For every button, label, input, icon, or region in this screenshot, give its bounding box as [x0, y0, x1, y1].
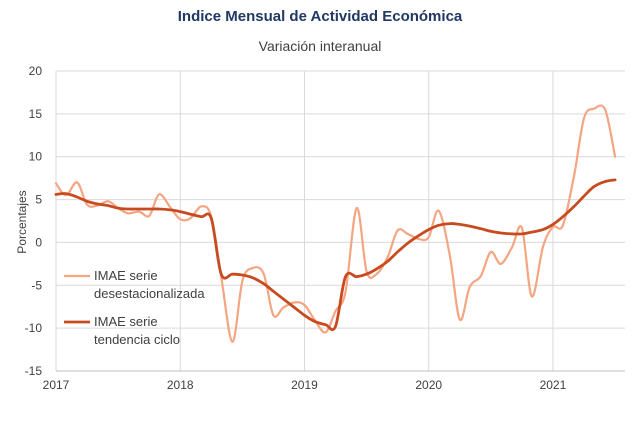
chart-subtitle: Variación interanual: [258, 38, 382, 54]
y-tick-label: 5: [35, 193, 42, 207]
y-tick-label: 10: [29, 150, 43, 164]
grid-lines: [55, 70, 625, 372]
x-tick-label: 2019: [291, 378, 318, 392]
series-lines: [54, 104, 617, 344]
y-tick-label: 0: [35, 235, 42, 249]
x-tick-label: 2020: [415, 378, 442, 392]
y-tick-label: 20: [29, 64, 43, 78]
legend-label: IMAE serie: [94, 268, 158, 283]
y-tick-label: 15: [29, 107, 43, 121]
y-tick-label: -15: [25, 364, 43, 378]
series-line-tendencia-ciclo: [54, 178, 617, 332]
legend-label: IMAE serie: [94, 314, 158, 329]
x-tick-label: 2018: [167, 378, 194, 392]
legend-label: tendencia ciclo: [94, 332, 180, 347]
y-tick-label: -10: [25, 321, 43, 335]
x-tick-label: 2017: [43, 378, 70, 392]
legend-label: desestacionalizada: [94, 286, 205, 301]
chart-title: Indice Mensual de Actividad Económica: [177, 8, 463, 25]
legend: IMAE serie desestacionalizada IMAE serie te…: [64, 268, 205, 347]
y-tick-labels: -15 -10 -5 0 5 10 15 20: [25, 64, 43, 378]
x-tick-labels: 2017 2018 2019 2020 2021: [43, 378, 567, 392]
series-line-desestacionalizada: [54, 104, 617, 344]
y-tick-label: -5: [31, 278, 42, 292]
y-axis-label: Porcentajes: [15, 190, 29, 253]
x-tick-label: 2021: [540, 378, 567, 392]
